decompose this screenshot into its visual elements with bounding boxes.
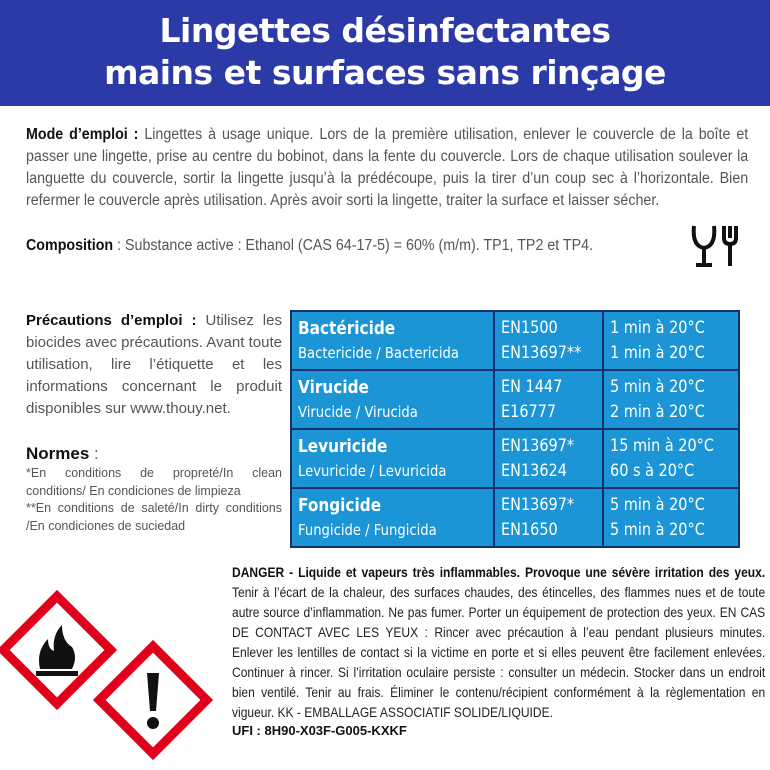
mode-text: Lingettes à usage unique. Lors de la pre… <box>26 126 749 209</box>
norm: EN 1447 <box>501 376 563 397</box>
ufi-code: UFI : 8H90-X03F-G005-KXKF <box>232 723 407 738</box>
activity-title: Bactéricide <box>298 317 396 339</box>
contact-time: 1 min à 20°C <box>609 342 705 363</box>
hazard-column: DANGER - Liquide et vapeurs très inflamm… <box>232 562 767 739</box>
instructions-column: Mode d’emploi : Lingettes à usage unique… <box>26 124 748 270</box>
contact-time: 5 min à 20°C <box>609 494 705 515</box>
table-row: Virucide Virucide / Virucida EN 1447 E1677… <box>289 369 741 430</box>
activity-subtitle: Virucide / Virucida <box>298 402 418 421</box>
composition: Composition : Substance active : Ethanol… <box>26 235 633 257</box>
norm-cell: EN13697* EN1650 <box>493 487 604 548</box>
contact-time: 15 min à 20°C <box>609 435 714 456</box>
danger-text: Tenir à l’écart de la chaleur, des surfa… <box>232 584 766 720</box>
norm: EN13697* <box>501 494 575 515</box>
normes-note-2: **En conditions de saleté/In dirty condi… <box>26 501 282 533</box>
time-cell: 5 min à 20°C 2 min à 20°C <box>601 369 741 430</box>
precautions-text: Utilisez les biocides avec précautions. … <box>26 312 282 417</box>
time-cell: 15 min à 20°C 60 s à 20°C <box>601 428 741 489</box>
activity-subtitle: Bactericide / Bactericida <box>298 343 459 362</box>
danger-headline: DANGER - Liquide et vapeurs très inflamm… <box>232 564 766 580</box>
normes-note-1: *En conditions de propreté/In clean cond… <box>26 466 282 498</box>
contact-time: 2 min à 20°C <box>609 401 705 422</box>
title-banner: Lingettes désinfectantes mains et surfac… <box>0 0 770 106</box>
contact-time: 5 min à 20°C <box>609 519 705 540</box>
mode-emploi: Mode d’emploi : Lingettes à usage unique… <box>26 124 748 212</box>
normes-label: Normes <box>26 444 90 463</box>
activity-title: Virucide <box>298 376 369 398</box>
precautions: Précautions d’emploi : Utilisez les bioc… <box>26 310 282 420</box>
contact-time: 5 min à 20°C <box>609 376 705 397</box>
food-contact-glass-fork-icon <box>691 225 738 267</box>
table-row: Levuricide Levuricide / Levuricida EN1369… <box>289 428 741 489</box>
composition-row: Composition : Substance active : Ethanol… <box>26 222 748 270</box>
title-line-2: mains et surfaces sans rinçage <box>104 53 666 92</box>
activity-cell: Levuricide Levuricide / Levuricida <box>289 428 496 489</box>
activity-subtitle: Levuricide / Levuricida <box>298 461 447 480</box>
norm: EN13624 <box>501 460 568 481</box>
norm: EN13697** <box>501 342 582 363</box>
table-row: Fongicide Fungicide / Fungicida EN13697* E… <box>289 487 741 548</box>
ghs-exclamation-icon <box>92 639 214 761</box>
table-row: Bactéricide Bactericide / Bactericida EN1… <box>289 310 741 371</box>
activity-title: Fongicide <box>298 494 382 516</box>
precautions-label: Précautions d’emploi : <box>26 312 197 329</box>
activity-cell: Bactéricide Bactericide / Bactericida <box>289 310 496 371</box>
norm: EN13697* <box>501 435 575 456</box>
norm-cell: EN1500 EN13697** <box>493 310 604 371</box>
activity-cell: Virucide Virucide / Virucida <box>289 369 496 430</box>
ghs-flame-icon <box>0 589 118 711</box>
composition-text: : Substance active : Ethanol (CAS 64-17-… <box>113 237 594 254</box>
norm-cell: EN13697* EN13624 <box>493 428 604 489</box>
normes-colon: : <box>89 444 99 463</box>
normes: Normes : *En conditions de propreté/In c… <box>26 442 282 535</box>
composition-label: Composition <box>26 237 114 254</box>
time-cell: 5 min à 20°C 5 min à 20°C <box>601 487 741 548</box>
contact-time: 60 s à 20°C <box>609 460 695 481</box>
activity-subtitle: Fungicide / Fungicida <box>298 520 437 539</box>
norm: E16777 <box>501 401 557 422</box>
norm-cell: EN 1447 E16777 <box>493 369 604 430</box>
norm: EN1650 <box>501 519 559 540</box>
norm: EN1500 <box>501 317 559 338</box>
contact-time: 1 min à 20°C <box>609 317 705 338</box>
time-cell: 1 min à 20°C 1 min à 20°C <box>601 310 741 371</box>
danger-statement: DANGER - Liquide et vapeurs très inflamm… <box>232 562 765 722</box>
activity-cell: Fongicide Fungicide / Fungicida <box>289 487 496 548</box>
efficacy-table: Bactéricide Bactericide / Bactericida EN1… <box>289 310 741 548</box>
mode-label: Mode d’emploi : <box>26 126 139 143</box>
activity-title: Levuricide <box>298 435 388 457</box>
title-line-1: Lingettes désinfectantes <box>159 11 611 50</box>
